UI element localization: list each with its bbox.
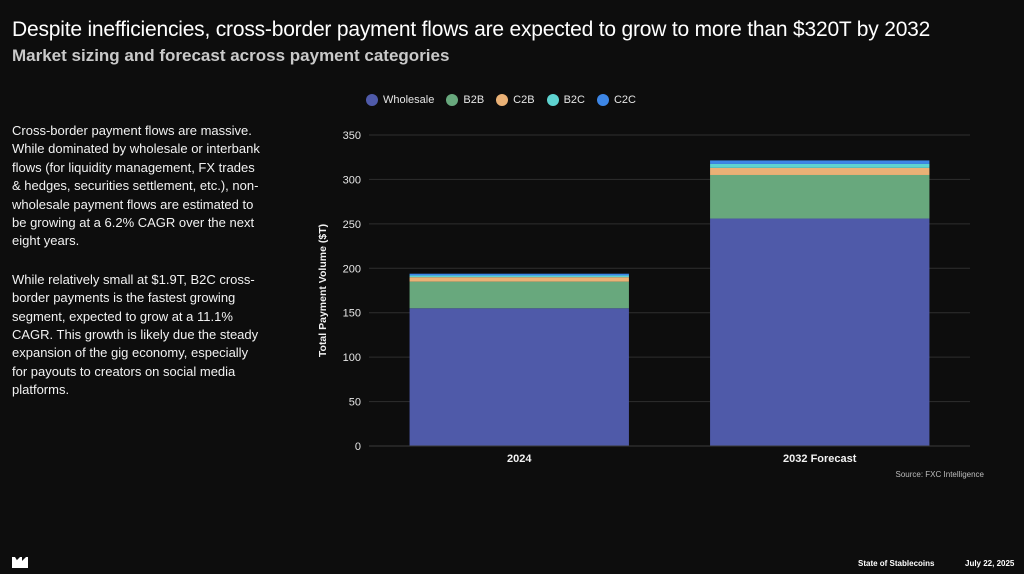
paragraph-b2c: While relatively small at $1.9T, B2C cro… [12,271,259,398]
x-tick-label-2024: 2024 [507,453,532,465]
y-tick-label-250: 250 [343,219,361,231]
legend-label-b2c: B2C [563,94,585,106]
bar-b2c-2024 [409,275,629,278]
legend-swatch-c2c [596,94,609,106]
y-axis-title: Total Payment Volume ($T) [317,224,329,357]
bar-c2b-2024 [409,277,629,282]
legend-item-c2b: C2B [496,94,535,106]
legend-swatch-b2b [446,94,459,106]
source-note: Source: FXC Intelligence [895,470,985,479]
legend-item-b2c: B2C [546,94,585,106]
report-date: July 22, 2025 [965,559,1015,568]
legend-swatch-c2b [496,94,509,106]
y-tick-label-50: 50 [349,397,361,409]
report-name: State of Stablecoins [858,559,935,568]
stacked-bar-chart: 0 50 100 150 200 250 300 350 Total Payment Volum… [317,130,970,465]
y-tick-label-200: 200 [343,263,361,275]
bar-wholesale-2032-forecast [710,218,930,446]
legend-item-wholesale: Wholesale [366,94,434,106]
bar-wholesale-2024 [409,308,629,446]
legend-label-c2c: C2C [613,94,636,106]
legend-swatch-wholesale [366,94,378,106]
bar-c2b-2032-forecast [710,167,930,175]
description-text: Cross-border payment flows are massive. … [12,122,260,420]
x-tick-label-2032-forecast: 2032 Forecast [783,453,857,465]
y-tick-label-300: 300 [343,174,361,186]
y-tick-label-150: 150 [343,308,361,320]
bar-b2b-2024 [409,281,629,309]
legend-item-c2c: C2C [596,94,636,106]
bar-c2c-2032-forecast [710,160,930,164]
legend-item-b2b: B2B [446,94,484,106]
y-tick-label-0: 0 [355,441,361,453]
y-tick-label-100: 100 [343,352,361,364]
legend-label-wholesale: Wholesale [383,94,435,106]
bar-b2b-2032-forecast [710,174,930,219]
bar-c2c-2024 [409,273,629,276]
page-subtitle: Market sizing and forecast across paymen… [12,46,450,65]
legend-label-b2b: B2B [463,94,485,106]
brand-logo-icon [12,557,28,568]
chart-legend: Wholesale B2B C2B B2C C2C [366,94,636,106]
paragraph-overview: Cross-border payment flows are massive. … [12,123,260,249]
page-title: Despite inefficiencies, cross-border pay… [12,18,931,41]
y-tick-label-350: 350 [343,130,361,142]
legend-swatch-b2c [546,94,559,106]
bar-b2c-2032-forecast [710,163,930,168]
legend-label-c2b: C2B [513,94,535,106]
